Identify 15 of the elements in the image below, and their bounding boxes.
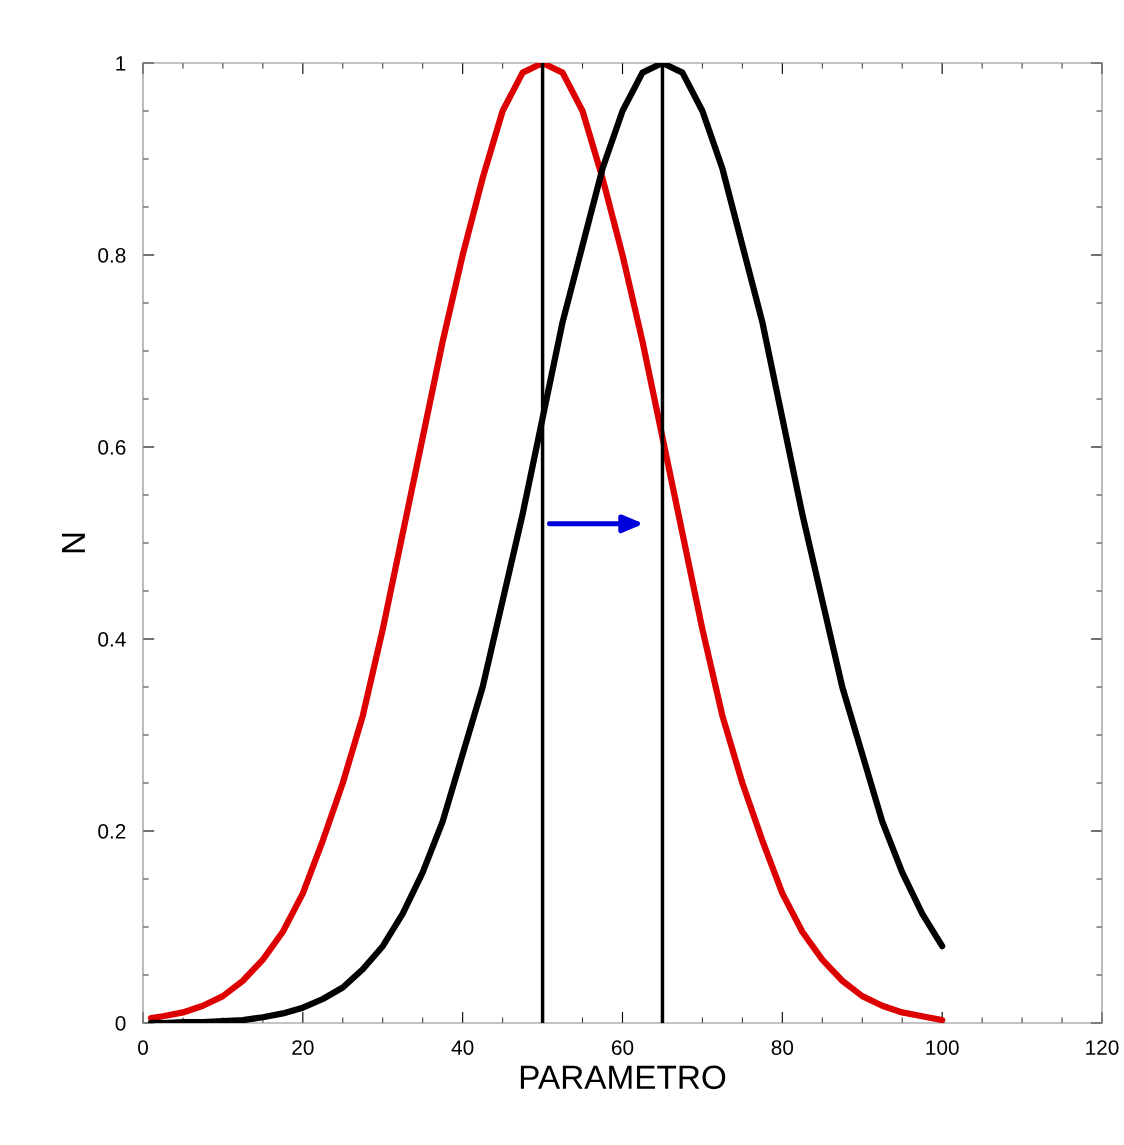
- y-tick-label: 0: [115, 1016, 126, 1031]
- x-tick-label: 40: [451, 1040, 474, 1055]
- x-tick-label: 60: [611, 1040, 634, 1055]
- y-tick-label: 0.8: [98, 248, 126, 263]
- x-tick-label: 120: [1086, 1040, 1119, 1055]
- y-tick-label: 0.6: [98, 440, 126, 455]
- x-axis-title: PARAMETRO: [520, 1065, 726, 1090]
- x-tick-label: 100: [926, 1040, 959, 1055]
- x-tick-label: 0: [138, 1040, 148, 1055]
- y-tick-label: 0.2: [98, 824, 126, 839]
- x-tick-label: 80: [771, 1040, 794, 1055]
- x-tick-label: 20: [292, 1040, 314, 1055]
- y-tick-label: 1: [116, 56, 126, 71]
- y-tick-label: 0.4: [98, 632, 126, 647]
- y-axis-title: N: [61, 533, 85, 553]
